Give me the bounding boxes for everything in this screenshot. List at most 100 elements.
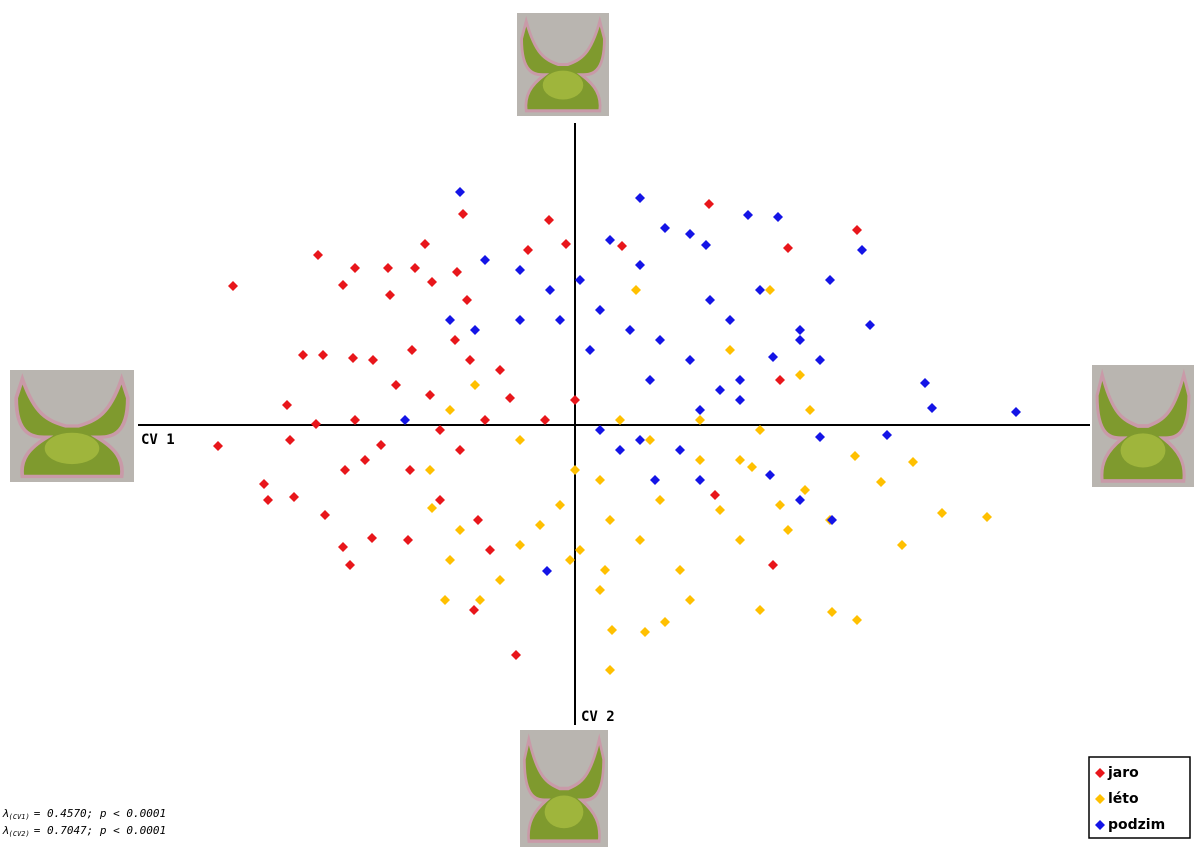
point <box>542 566 552 576</box>
point <box>445 315 455 325</box>
annotation-symbol: λ <box>2 824 9 837</box>
point <box>455 445 465 455</box>
legend-label: léto <box>1108 791 1139 807</box>
point <box>480 415 490 425</box>
point <box>505 393 515 403</box>
legend-box <box>1088 756 1191 839</box>
y-axis-label: CV 2 <box>581 709 615 725</box>
legend-marker <box>1095 768 1105 778</box>
point <box>735 455 745 465</box>
point <box>425 390 435 400</box>
point <box>882 430 892 440</box>
annotation: λ(CV1) = 0.4570; p < 0.0001 <box>2 807 166 821</box>
point <box>452 267 462 277</box>
right-image <box>1090 363 1194 489</box>
point <box>715 385 725 395</box>
legend-marker <box>1095 794 1105 804</box>
point <box>625 325 635 335</box>
annotation-symbol: λ <box>2 807 9 820</box>
point <box>655 335 665 345</box>
point <box>695 455 705 465</box>
point <box>515 315 525 325</box>
point <box>815 432 825 442</box>
point <box>795 370 805 380</box>
point <box>607 625 617 635</box>
point <box>735 395 745 405</box>
point <box>635 435 645 445</box>
point <box>318 350 328 360</box>
point <box>735 375 745 385</box>
left-image <box>8 368 136 484</box>
point <box>755 425 765 435</box>
point <box>228 281 238 291</box>
point <box>445 555 455 565</box>
annotation-subscript: (CV2) <box>9 830 30 838</box>
point <box>865 320 875 330</box>
point <box>313 250 323 260</box>
point <box>407 345 417 355</box>
point <box>743 210 753 220</box>
point <box>450 335 460 345</box>
point <box>420 239 430 249</box>
point <box>545 285 555 295</box>
point <box>645 435 655 445</box>
point <box>645 375 655 385</box>
point <box>768 560 778 570</box>
point <box>282 400 292 410</box>
point <box>660 223 670 233</box>
point <box>367 533 377 543</box>
point <box>695 415 705 425</box>
point <box>675 445 685 455</box>
point <box>660 617 670 627</box>
point <box>595 585 605 595</box>
point <box>455 187 465 197</box>
point <box>440 595 450 605</box>
point <box>470 380 480 390</box>
point <box>540 415 550 425</box>
point <box>775 500 785 510</box>
point <box>320 510 330 520</box>
point <box>425 465 435 475</box>
point <box>852 225 862 235</box>
point <box>345 560 355 570</box>
point <box>937 508 947 518</box>
point <box>897 540 907 550</box>
point <box>338 542 348 552</box>
point <box>605 515 615 525</box>
point <box>783 525 793 535</box>
point <box>565 555 575 565</box>
point <box>585 345 595 355</box>
point <box>391 380 401 390</box>
point <box>800 485 810 495</box>
point <box>655 495 665 505</box>
point <box>615 445 625 455</box>
point <box>600 565 610 575</box>
point <box>350 263 360 273</box>
point <box>920 378 930 388</box>
bottom-image <box>518 728 610 847</box>
point <box>701 240 711 250</box>
point <box>617 241 627 251</box>
point <box>403 535 413 545</box>
point <box>768 352 778 362</box>
point <box>795 325 805 335</box>
point <box>595 305 605 315</box>
point <box>685 355 695 365</box>
annotation-subscript: (CV1) <box>9 813 30 821</box>
point <box>555 315 565 325</box>
point <box>1011 407 1021 417</box>
point <box>857 245 867 255</box>
point <box>475 595 485 605</box>
point <box>725 345 735 355</box>
point <box>535 520 545 530</box>
point <box>827 515 837 525</box>
top-image <box>515 11 611 118</box>
point <box>368 355 378 365</box>
legend-label: podzim <box>1108 817 1165 833</box>
point <box>511 650 521 660</box>
point <box>495 365 505 375</box>
point <box>427 503 437 513</box>
point <box>815 355 825 365</box>
point <box>982 512 992 522</box>
